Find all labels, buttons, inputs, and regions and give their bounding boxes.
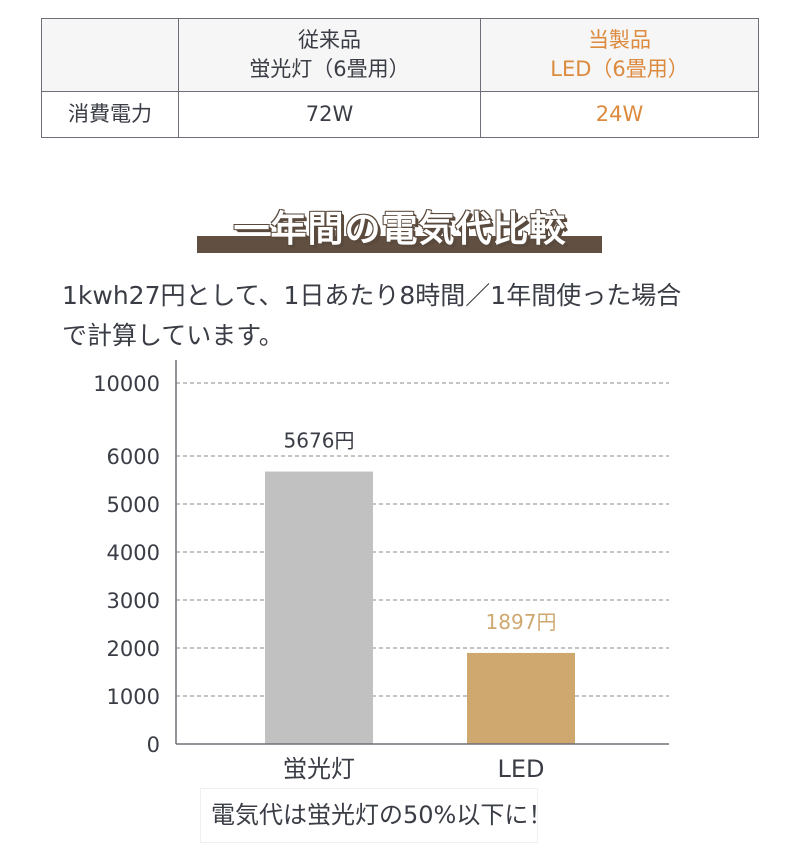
y-tick-label: 4000 — [107, 541, 160, 565]
header-conventional-line1: 従来品 — [298, 28, 361, 52]
product-power: 24W — [480, 91, 759, 138]
note-box: 電気代は蛍光灯の50%以下に！ — [200, 788, 552, 843]
y-tick-label: 2000 — [107, 637, 160, 661]
data-label: 1897円 — [486, 610, 557, 634]
header-product-line2: LED（6畳用） — [550, 57, 689, 81]
header-empty-cell — [41, 18, 179, 92]
description-line1: 1kwh27円として、1日あたり8時間／1年間使った場合 — [62, 281, 682, 310]
data-label: 5676円 — [284, 429, 355, 453]
y-tick-label: 5000 — [107, 493, 160, 517]
y-tick-label: 6000 — [107, 445, 160, 469]
y-tick-label: 0 — [147, 733, 160, 757]
header-conventional-line2: 蛍光灯（6畳用） — [249, 57, 410, 81]
x-category-label: LED — [497, 755, 544, 783]
section-title: 一年間の電気代比較 — [233, 209, 567, 250]
section-title-bar — [197, 236, 602, 253]
row-label: 消費電力 — [41, 91, 179, 138]
y-tick-label: 10000 — [93, 372, 160, 396]
note-text: 電気代は蛍光灯の50%以下に！ — [211, 801, 553, 829]
header-product-line1: 当製品 — [588, 28, 651, 52]
table-row: 消費電力 72W 24W — [41, 91, 759, 138]
table-header-row: 従来品 蛍光灯（6畳用） 当製品 LED（6畳用） — [41, 18, 759, 92]
y-tick-label: 1000 — [107, 685, 160, 709]
power-comparison-table: 従来品 蛍光灯（6畳用） 当製品 LED（6畳用） 消費電力 72W 24W — [41, 18, 759, 138]
conventional-power: 72W — [178, 91, 481, 138]
y-tick-label: 3000 — [107, 589, 160, 613]
description-line2: で計算しています。 — [62, 321, 284, 350]
bar-led — [467, 652, 575, 744]
description: 1kwh27円として、1日あたり8時間／1年間使った場合 で計算しています。 — [62, 276, 782, 356]
bar-fluorescent — [265, 471, 373, 744]
x-category-label: 蛍光灯 — [283, 755, 355, 783]
